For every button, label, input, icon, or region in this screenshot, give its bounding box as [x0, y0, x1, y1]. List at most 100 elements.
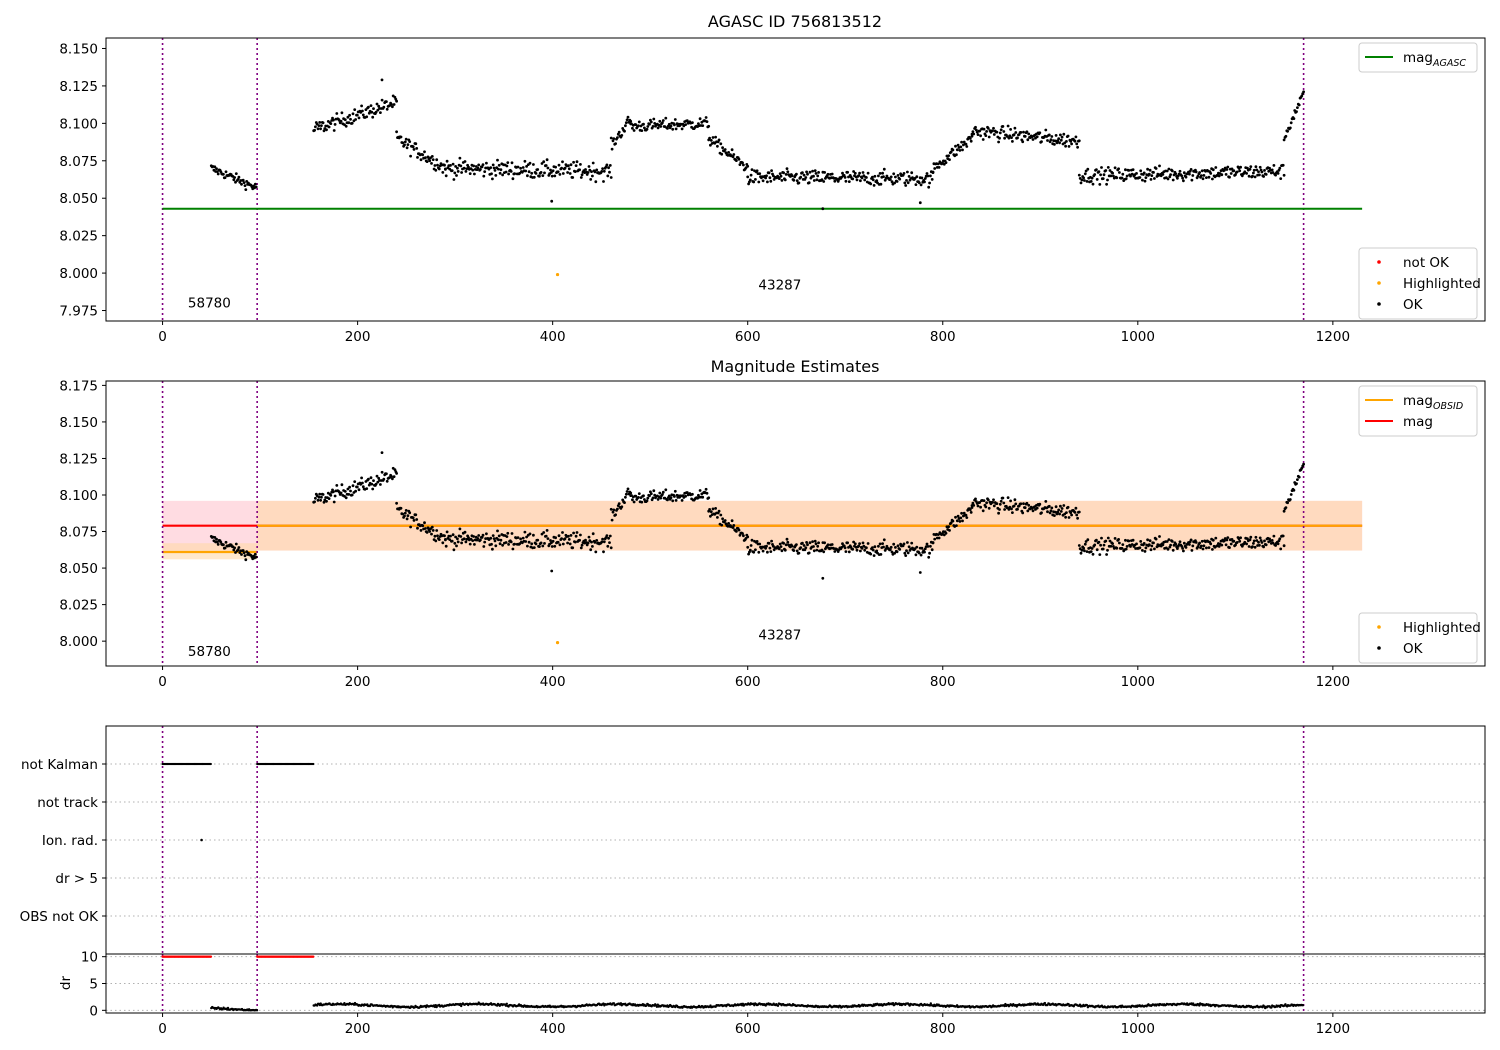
ok-point	[1050, 506, 1054, 510]
ok-point	[968, 508, 972, 512]
ok-point	[649, 492, 653, 496]
ok-point	[403, 514, 406, 518]
ok-point	[805, 170, 808, 174]
ok-point	[433, 534, 437, 538]
ok-point	[895, 550, 899, 554]
ok-point	[401, 141, 405, 145]
ok-point	[375, 102, 379, 106]
ok-point	[593, 170, 597, 174]
ok-point	[561, 172, 565, 175]
ok-point	[746, 545, 750, 549]
ok-point	[709, 143, 712, 147]
ok-point	[1295, 482, 1298, 485]
ok-point	[1083, 549, 1086, 553]
ok-point	[521, 166, 525, 169]
ok-point	[1093, 543, 1097, 547]
ok-point	[1130, 172, 1134, 176]
ok-point	[1080, 548, 1084, 552]
ok-point	[801, 171, 804, 175]
ok-point	[719, 513, 723, 517]
ok-point	[1184, 175, 1188, 179]
panel-dr: 0 200 400 600 800 1000 1200 0 5 10 dr	[58, 950, 1486, 1037]
dr-point	[655, 1005, 659, 1008]
ok-point	[1079, 551, 1083, 555]
ok-point	[882, 167, 886, 171]
ok-point	[910, 171, 914, 175]
ok-point	[652, 489, 656, 493]
ok-point	[521, 536, 525, 540]
ok-point	[372, 479, 375, 482]
ok-point	[462, 166, 466, 170]
ok-point	[370, 110, 374, 114]
ok-point	[411, 145, 415, 149]
ok-point	[580, 173, 584, 177]
ok-point	[625, 490, 629, 493]
ok-point	[927, 555, 931, 559]
ok-point	[550, 199, 554, 203]
ok-point	[1189, 538, 1193, 542]
ok-point	[1105, 553, 1108, 556]
ok-point	[219, 540, 223, 544]
dr-point	[929, 1002, 932, 1005]
ok-point	[704, 116, 708, 119]
ok-point	[752, 180, 756, 184]
dr-point	[1043, 1001, 1047, 1005]
ok-point	[590, 540, 593, 544]
ok-point	[731, 526, 735, 529]
ok-point	[1060, 507, 1064, 510]
panel-1-frame	[105, 37, 1486, 322]
ok-point	[497, 538, 500, 542]
ok-point	[705, 491, 709, 495]
ok-point	[497, 534, 501, 538]
ok-point	[1229, 542, 1233, 546]
ok-point	[549, 168, 552, 172]
ok-point	[651, 496, 655, 500]
ok-point	[1289, 493, 1293, 496]
ok-point	[222, 172, 225, 176]
ok-point	[1138, 546, 1142, 550]
ok-point	[320, 124, 323, 127]
ok-point	[631, 498, 634, 502]
ok-point	[459, 535, 463, 538]
ok-point	[1251, 545, 1254, 548]
ok-point	[1059, 504, 1062, 508]
ok-point	[455, 544, 458, 548]
x-tick-label: 600	[735, 329, 761, 345]
ok-point	[1050, 135, 1054, 138]
x-tick-label: 200	[345, 674, 371, 690]
ok-point	[379, 111, 382, 114]
ok-point	[575, 160, 579, 164]
ok-point	[1124, 538, 1127, 542]
ok-point	[853, 171, 857, 175]
ok-point	[1106, 178, 1109, 182]
ok-point	[349, 489, 352, 493]
ok-point	[631, 126, 634, 130]
ok-point	[406, 514, 410, 518]
ok-point	[1190, 549, 1194, 552]
ok-point	[339, 491, 343, 495]
ok-point	[1130, 543, 1134, 546]
x-tick-label: 400	[540, 329, 566, 345]
ok-point	[444, 544, 448, 548]
ok-point	[496, 158, 499, 162]
ok-point	[955, 153, 958, 157]
ok-point	[1181, 547, 1184, 550]
ok-point	[1297, 103, 1301, 107]
ok-point	[632, 129, 636, 132]
ok-point	[1084, 169, 1088, 173]
x-tick-label: 400	[540, 674, 566, 690]
ok-point	[716, 516, 719, 519]
ok-point	[979, 134, 982, 138]
ok-point	[1169, 543, 1172, 547]
ok-point	[543, 171, 546, 175]
highlighted-point	[555, 272, 560, 277]
ok-point	[391, 477, 394, 481]
ok-point	[1144, 546, 1148, 550]
ok-point	[538, 545, 541, 548]
ok-point	[1113, 166, 1117, 170]
ok-point	[892, 542, 896, 546]
ok-point	[1300, 466, 1304, 470]
ok-point	[546, 166, 550, 170]
ok-point	[1091, 552, 1095, 556]
ok-point	[1075, 142, 1079, 146]
